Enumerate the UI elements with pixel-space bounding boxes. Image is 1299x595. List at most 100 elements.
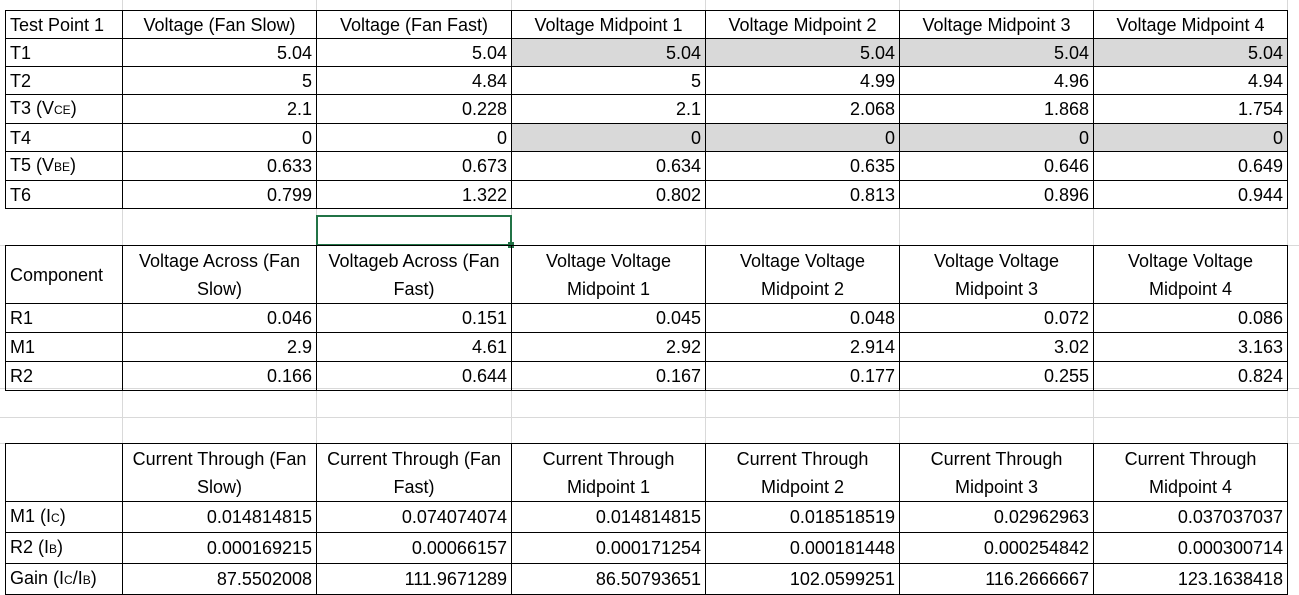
header-cell[interactable]: Component — [5, 245, 123, 304]
value-cell[interactable]: 5 — [511, 66, 706, 95]
value-cell[interactable]: 0.802 — [511, 180, 706, 209]
value-cell[interactable]: 0.673 — [316, 151, 512, 181]
header-cell[interactable]: Current Through (Fan Fast) — [316, 443, 512, 502]
value-cell[interactable]: 116.2666667 — [899, 563, 1094, 595]
header-cell[interactable]: Voltage Midpoint 3 — [899, 10, 1094, 39]
header-cell[interactable]: Current Through Midpoint 4 — [1093, 443, 1288, 502]
header-cell[interactable]: Current Through Midpoint 2 — [705, 443, 900, 502]
header-cell[interactable]: Voltage Midpoint 4 — [1093, 10, 1288, 39]
row-label-cell[interactable]: T6 — [5, 180, 123, 209]
value-cell[interactable]: 0.014814815 — [122, 501, 317, 533]
value-cell[interactable]: 0.177 — [705, 361, 900, 391]
value-cell[interactable]: 4.94 — [1093, 66, 1288, 95]
value-cell[interactable]: 2.914 — [705, 332, 900, 362]
value-cell[interactable]: 0.166 — [122, 361, 317, 391]
value-cell[interactable]: 0.072 — [899, 303, 1094, 333]
value-cell[interactable]: 3.163 — [1093, 332, 1288, 362]
header-cell[interactable] — [5, 443, 123, 502]
active-cell-selection[interactable] — [316, 215, 512, 246]
value-cell[interactable]: 2.1 — [511, 94, 706, 124]
value-cell[interactable]: 1.322 — [316, 180, 512, 209]
value-cell[interactable]: 0.074074074 — [316, 501, 512, 533]
value-cell[interactable]: 0.018518519 — [705, 501, 900, 533]
value-cell[interactable]: 0 — [1093, 123, 1288, 152]
value-cell[interactable]: 0.000254842 — [899, 532, 1094, 564]
value-cell[interactable]: 5.04 — [899, 38, 1094, 67]
value-cell[interactable]: 2.1 — [122, 94, 317, 124]
value-cell[interactable]: 0.045 — [511, 303, 706, 333]
value-cell[interactable]: 0.799 — [122, 180, 317, 209]
header-cell[interactable]: Voltage Midpoint 2 — [705, 10, 900, 39]
value-cell[interactable]: 102.0599251 — [705, 563, 900, 595]
value-cell[interactable]: 5 — [122, 66, 317, 95]
value-cell[interactable]: 4.61 — [316, 332, 512, 362]
value-cell[interactable]: 0.000169215 — [122, 532, 317, 564]
value-cell[interactable]: 5.04 — [316, 38, 512, 67]
header-cell[interactable]: Test Point 1 — [5, 10, 123, 39]
value-cell[interactable]: 1.868 — [899, 94, 1094, 124]
value-cell[interactable]: 0.151 — [316, 303, 512, 333]
value-cell[interactable]: 5.04 — [1093, 38, 1288, 67]
row-label-cell[interactable]: R1 — [5, 303, 123, 333]
value-cell[interactable]: 0 — [316, 123, 512, 152]
value-cell[interactable]: 0.635 — [705, 151, 900, 181]
value-cell[interactable]: 5.04 — [122, 38, 317, 67]
value-cell[interactable]: 0.000181448 — [705, 532, 900, 564]
value-cell[interactable]: 0.824 — [1093, 361, 1288, 391]
value-cell[interactable]: 0.813 — [705, 180, 900, 209]
row-label-cell[interactable]: M1 — [5, 332, 123, 362]
value-cell[interactable]: 0.037037037 — [1093, 501, 1288, 533]
header-cell[interactable]: Current Through Midpoint 1 — [511, 443, 706, 502]
row-label-cell[interactable]: R2 — [5, 361, 123, 391]
value-cell[interactable]: 0.896 — [899, 180, 1094, 209]
value-cell[interactable]: 5.04 — [511, 38, 706, 67]
header-cell[interactable]: Voltage Voltage Midpoint 4 — [1093, 245, 1288, 304]
value-cell[interactable]: 0.048 — [705, 303, 900, 333]
value-cell[interactable]: 2.92 — [511, 332, 706, 362]
value-cell[interactable]: 3.02 — [899, 332, 1094, 362]
value-cell[interactable]: 0.046 — [122, 303, 317, 333]
value-cell[interactable]: 0 — [705, 123, 900, 152]
value-cell[interactable]: 0.649 — [1093, 151, 1288, 181]
value-cell[interactable]: 0.944 — [1093, 180, 1288, 209]
value-cell[interactable]: 123.1638418 — [1093, 563, 1288, 595]
header-cell[interactable]: Voltage (Fan Slow) — [122, 10, 317, 39]
value-cell[interactable]: 0.086 — [1093, 303, 1288, 333]
value-cell[interactable]: 2.068 — [705, 94, 900, 124]
value-cell[interactable]: 0 — [511, 123, 706, 152]
header-cell[interactable]: Current Through (Fan Slow) — [122, 443, 317, 502]
header-cell[interactable]: Voltageb Across (Fan Fast) — [316, 245, 512, 304]
row-label-cell[interactable]: M1 (IC) — [5, 501, 123, 533]
value-cell[interactable]: 4.84 — [316, 66, 512, 95]
value-cell[interactable]: 0.644 — [316, 361, 512, 391]
value-cell[interactable]: 0.646 — [899, 151, 1094, 181]
value-cell[interactable]: 5.04 — [705, 38, 900, 67]
header-cell[interactable]: Voltage Across (Fan Slow) — [122, 245, 317, 304]
value-cell[interactable]: 0.000300714 — [1093, 532, 1288, 564]
value-cell[interactable]: 111.9671289 — [316, 563, 512, 595]
row-label-cell[interactable]: R2 (IB) — [5, 532, 123, 564]
row-label-cell[interactable]: T4 — [5, 123, 123, 152]
value-cell[interactable]: 0.014814815 — [511, 501, 706, 533]
header-cell[interactable]: Voltage (Fan Fast) — [316, 10, 512, 39]
value-cell[interactable]: 86.50793651 — [511, 563, 706, 595]
header-cell[interactable]: Voltage Voltage Midpoint 3 — [899, 245, 1094, 304]
row-label-cell[interactable]: T5 (VBE) — [5, 151, 123, 181]
value-cell[interactable]: 0 — [899, 123, 1094, 152]
value-cell[interactable]: 87.5502008 — [122, 563, 317, 595]
row-label-cell[interactable]: T3 (VCE) — [5, 94, 123, 124]
value-cell[interactable]: 0.00066157 — [316, 532, 512, 564]
value-cell[interactable]: 2.9 — [122, 332, 317, 362]
value-cell[interactable]: 0.633 — [122, 151, 317, 181]
header-cell[interactable]: Voltage Voltage Midpoint 2 — [705, 245, 900, 304]
value-cell[interactable]: 4.96 — [899, 66, 1094, 95]
header-cell[interactable]: Voltage Midpoint 1 — [511, 10, 706, 39]
header-cell[interactable]: Current Through Midpoint 3 — [899, 443, 1094, 502]
value-cell[interactable]: 0.000171254 — [511, 532, 706, 564]
value-cell[interactable]: 0 — [122, 123, 317, 152]
header-cell[interactable]: Voltage Voltage Midpoint 1 — [511, 245, 706, 304]
row-label-cell[interactable]: T2 — [5, 66, 123, 95]
row-label-cell[interactable]: Gain (IC/IB) — [5, 563, 123, 595]
value-cell[interactable]: 0.255 — [899, 361, 1094, 391]
